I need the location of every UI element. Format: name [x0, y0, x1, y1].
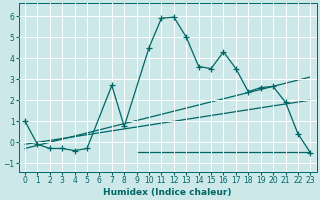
X-axis label: Humidex (Indice chaleur): Humidex (Indice chaleur)	[103, 188, 232, 197]
